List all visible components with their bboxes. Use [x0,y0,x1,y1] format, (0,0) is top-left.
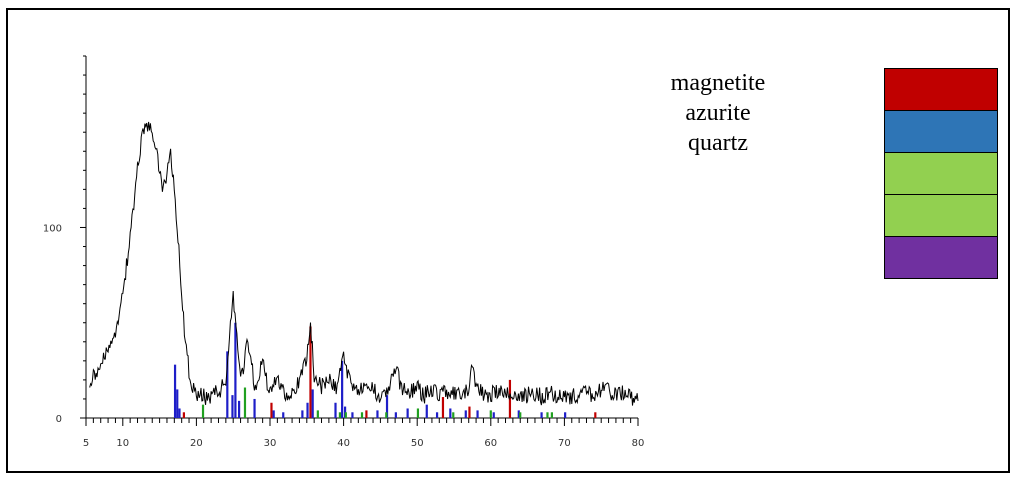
x-tick-label: 20 [190,438,203,449]
pattern-line [89,121,639,406]
legend-label-azurite: azurite [685,100,751,126]
x-tick-label: 5 [83,438,89,449]
tick-labels: 5 10 20 30 40 50 60 70 80 0 100 [43,223,644,449]
figure-frame: 5 10 20 30 40 50 60 70 80 0 100 magnetite azurite … [6,8,1010,473]
y-tick-label: 0 [56,414,62,425]
x-tick-label: 40 [337,438,350,449]
x-tick-label: 30 [264,438,277,449]
legend-label-magnetite: magnetite [670,70,766,96]
color-swatch [885,237,997,278]
phase-legend: magnetite azurite quartz [648,68,788,158]
x-tick-label: 80 [632,438,645,449]
x-tick-label: 60 [484,438,497,449]
color-swatch-stack [884,68,998,279]
y-tick-label: 100 [43,223,62,234]
chart-marks [89,121,639,418]
pattern-plot: 5 10 20 30 40 50 60 70 80 0 100 [43,55,644,449]
legend-label-quartz: quartz [688,130,748,156]
color-swatch [885,153,997,195]
x-tick-label: 70 [558,438,571,449]
x-tick-label: 50 [411,438,424,449]
x-tick-label: 10 [116,438,129,449]
color-swatch [885,69,997,111]
axes [80,55,639,426]
color-swatch [885,195,997,237]
color-swatch [885,111,997,153]
